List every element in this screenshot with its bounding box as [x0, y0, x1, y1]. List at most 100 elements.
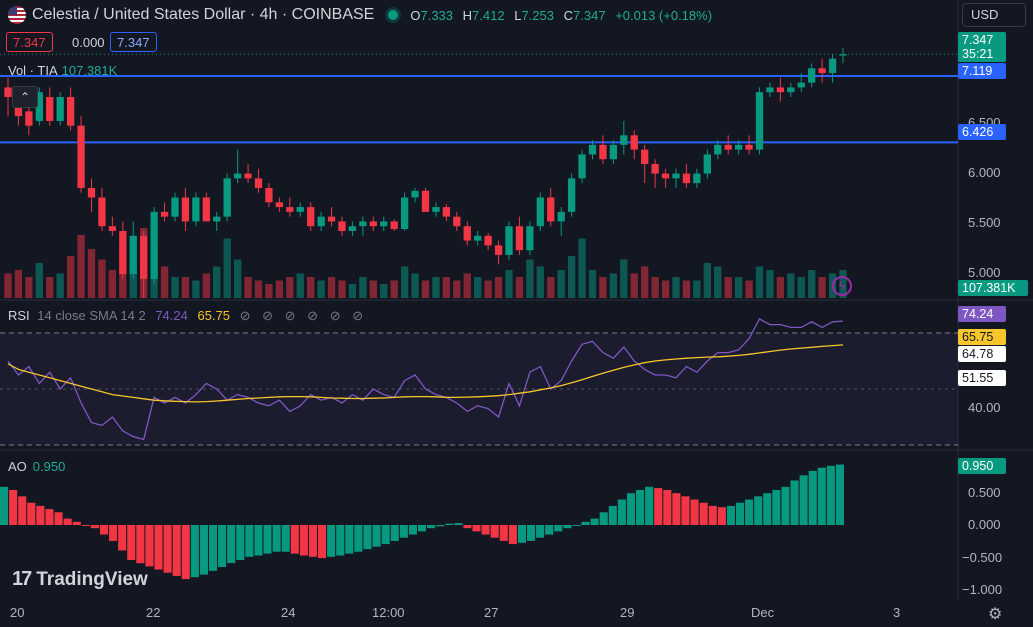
ao-tag: 0.950	[958, 458, 1006, 474]
buy-button[interactable]: 7.347	[110, 32, 157, 52]
ao-bar	[154, 525, 163, 570]
volume-bar	[77, 235, 85, 298]
volume-bar	[484, 280, 492, 298]
volume-bar	[714, 266, 722, 298]
candle-body	[682, 173, 691, 184]
ao-bar	[436, 525, 445, 527]
rsi-lower-band-tag: 51.55	[958, 370, 1006, 386]
ao-bar	[645, 486, 654, 525]
ao-bar	[626, 493, 636, 525]
rsi-visibility-icons[interactable]: ⊘ ⊘ ⊘ ⊘ ⊘ ⊘	[239, 308, 368, 323]
candle-body	[46, 97, 54, 121]
close-value: 7.347	[573, 7, 606, 23]
time-axis-label: 22	[146, 605, 161, 620]
ao-bar	[663, 490, 672, 525]
candle-body	[442, 207, 451, 217]
candle-body	[714, 144, 722, 155]
candle-body	[547, 197, 555, 222]
ao-bar	[63, 518, 72, 525]
change-value: +0.013 (+0.18%)	[615, 7, 713, 23]
ao-bar	[336, 525, 345, 556]
ao-bar	[281, 525, 290, 552]
ao-axis-label: 0.500	[968, 485, 1001, 500]
candle-body	[244, 173, 252, 179]
candle-body	[171, 197, 179, 217]
volume-bar	[400, 266, 409, 298]
candle-body	[338, 221, 346, 231]
candle-body	[66, 97, 75, 126]
collapse-legend-button[interactable]: ⌃	[12, 86, 38, 108]
ao-bar	[554, 525, 563, 532]
candle-body	[828, 58, 837, 74]
ao-bar	[345, 525, 354, 554]
volume-bar	[463, 273, 471, 298]
ao-bar	[299, 525, 308, 556]
candle-body	[140, 235, 148, 279]
volume-bar	[192, 280, 200, 298]
ao-bar	[172, 525, 181, 576]
candle-body	[474, 235, 482, 241]
volume-bar	[432, 277, 440, 298]
rsi-ma-line	[7, 344, 844, 403]
ao-bar	[508, 525, 517, 545]
volume-bar	[327, 277, 336, 298]
candle-body	[213, 216, 221, 222]
volume-tag: 107.381K	[958, 280, 1028, 296]
volume-bar	[672, 277, 680, 298]
volume-bar	[661, 280, 670, 298]
ao-bar	[808, 470, 817, 525]
market-status-icon[interactable]	[388, 10, 399, 20]
volume-legend[interactable]: Vol · TIA 107.381K	[8, 63, 117, 78]
ao-name: AO	[8, 459, 27, 474]
candle-body	[286, 207, 294, 212]
candle-body	[734, 144, 743, 150]
ao-axis-label: −1.000	[962, 582, 1003, 597]
ao-bar	[109, 525, 118, 541]
lightning-icon[interactable]: ϟ	[832, 276, 852, 296]
volume-bar	[724, 277, 732, 298]
candle-body	[421, 190, 430, 212]
gear-icon[interactable]: ⚙	[988, 606, 1003, 623]
volume-bar	[129, 266, 137, 298]
ao-bar	[608, 505, 617, 525]
candle-body	[599, 144, 607, 160]
volume-bar	[797, 277, 805, 298]
time-axis-label: 12:00	[372, 605, 405, 620]
candle-body	[327, 216, 336, 222]
ao-value: 0.950	[32, 459, 66, 474]
candle-body	[672, 173, 680, 179]
volume-bar	[46, 277, 54, 298]
ao-legend[interactable]: AO 0.950	[8, 459, 65, 474]
volume-bar	[505, 270, 513, 298]
candle-body	[160, 211, 169, 217]
ao-bar	[745, 499, 754, 525]
logo-mark: 17	[12, 568, 32, 590]
candle-body	[630, 135, 638, 150]
volume-bar	[526, 259, 534, 298]
last-price-tag: 7.347 35:21	[958, 32, 1006, 62]
low-value: 7.253	[521, 7, 554, 23]
rsi-ma-value: 65.75	[197, 308, 231, 323]
ao-bar	[654, 488, 663, 525]
candle-body	[536, 197, 544, 227]
rsi-axis-label: 40.00	[968, 400, 1001, 415]
sell-button[interactable]: 7.347	[6, 32, 53, 52]
candle-body	[35, 92, 43, 121]
candle-body	[223, 178, 231, 217]
ao-bar	[699, 502, 708, 525]
candle-body	[233, 173, 242, 179]
volume-bar	[818, 277, 826, 298]
candle-body	[359, 221, 367, 227]
currency-selector[interactable]: USD	[962, 3, 1026, 27]
ao-bar	[708, 505, 717, 525]
candle-body	[4, 87, 12, 97]
ao-bar	[90, 525, 99, 529]
rsi-legend[interactable]: RSI 14 close SMA 14 2 74.24 65.75 ⊘ ⊘ ⊘ …	[8, 308, 367, 324]
volume-bar	[515, 277, 524, 298]
bar-countdown: 35:21	[962, 47, 994, 61]
rsi-tag: 74.24	[958, 306, 1006, 322]
symbol-title[interactable]: Celestia / United States Dollar · 4h · C…	[32, 6, 375, 23]
ao-bar	[817, 467, 826, 525]
